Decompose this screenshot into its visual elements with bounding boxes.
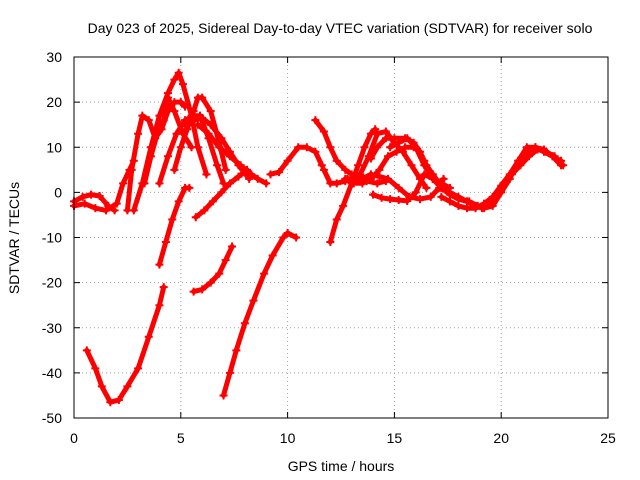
y-tick-label: 10 bbox=[46, 139, 62, 155]
x-tick-label: 20 bbox=[493, 430, 509, 446]
x-tick-label: 10 bbox=[280, 430, 296, 446]
x-tick-label: 25 bbox=[600, 430, 616, 446]
x-tick-label: 5 bbox=[177, 430, 185, 446]
y-tick-label: -30 bbox=[42, 320, 62, 336]
y-tick-label: 20 bbox=[46, 94, 62, 110]
chart: Day 023 of 2025, Sidereal Day-to-day VTE… bbox=[0, 0, 640, 480]
x-tick-label: 0 bbox=[70, 430, 78, 446]
y-tick-label: -40 bbox=[42, 365, 62, 381]
y-tick-label: -20 bbox=[42, 275, 62, 291]
x-tick-label: 15 bbox=[387, 430, 403, 446]
y-tick-label: -50 bbox=[42, 410, 62, 426]
chart-title: Day 023 of 2025, Sidereal Day-to-day VTE… bbox=[88, 20, 593, 36]
y-axis-label: SDTVAR / TECUs bbox=[6, 182, 22, 294]
y-tick-label: -10 bbox=[42, 230, 62, 246]
y-tick-label: 30 bbox=[46, 49, 62, 65]
x-axis-label: GPS time / hours bbox=[288, 458, 395, 474]
chart-background bbox=[0, 0, 640, 480]
y-tick-label: 0 bbox=[54, 184, 62, 200]
